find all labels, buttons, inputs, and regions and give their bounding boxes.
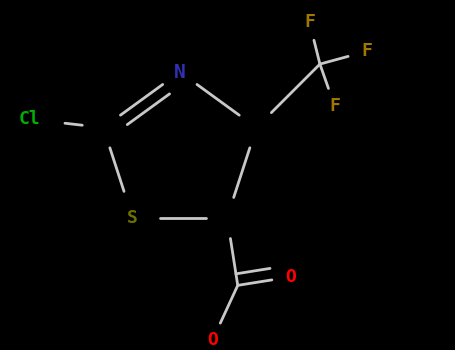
Text: F: F (361, 42, 372, 60)
Text: Cl: Cl (18, 110, 40, 128)
Text: O: O (207, 331, 218, 349)
Text: F: F (304, 13, 315, 31)
Text: N: N (174, 63, 186, 82)
Text: F: F (329, 97, 340, 116)
Text: S: S (127, 209, 138, 226)
Text: O: O (285, 268, 296, 286)
